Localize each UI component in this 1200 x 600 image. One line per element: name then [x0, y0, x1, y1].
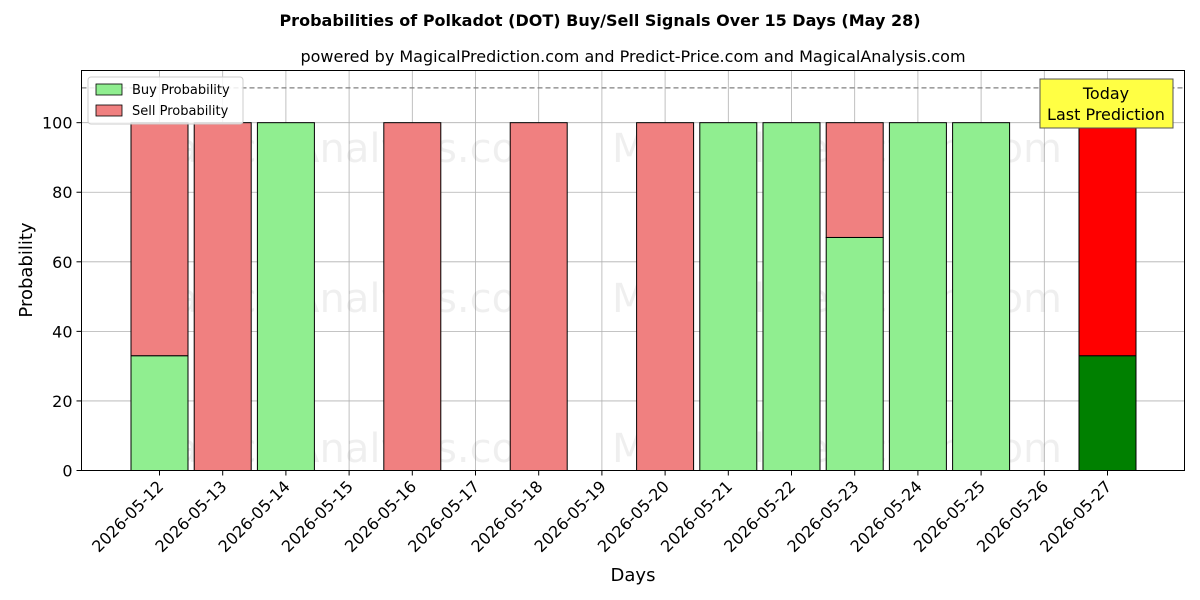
bar-buy	[1078, 355, 1137, 471]
legend-sell-label: Sell Probability	[132, 104, 229, 119]
bar-sell	[509, 122, 568, 471]
y-tick-label: 40	[52, 322, 72, 341]
bar-sell	[193, 122, 252, 471]
plot-frame	[81, 70, 1185, 471]
today-annotation-line1: Today	[1082, 84, 1129, 103]
y-tick-label: 20	[52, 392, 72, 411]
y-ticks: 0 20 40 60 80 100	[42, 114, 82, 481]
bar-buy	[888, 122, 947, 471]
today-annotation-line2: Last Prediction	[1047, 105, 1165, 124]
bar-buy	[699, 122, 758, 471]
x-axis-label: Days	[611, 565, 656, 586]
legend-box	[87, 76, 244, 125]
y-tick-label: 100	[42, 114, 73, 133]
legend-buy-label: Buy Probability	[132, 83, 230, 98]
chart-subtitle: powered by MagicalPrediction.com and Pre…	[300, 47, 965, 66]
bar-sell	[1078, 122, 1137, 357]
legend-buy-swatch	[95, 83, 123, 96]
bar-sell	[130, 122, 189, 357]
bar-sell	[825, 122, 884, 238]
bar-buy	[952, 122, 1011, 471]
y-axis-label: Probability	[16, 222, 37, 317]
bar-buy	[762, 122, 821, 471]
bar-sell	[383, 122, 442, 471]
bars-layer	[130, 122, 1137, 471]
y-tick-label: 0	[62, 462, 72, 481]
bar-sell	[636, 122, 695, 471]
y-tick-label: 60	[52, 253, 72, 272]
y-tick-label: 80	[52, 183, 72, 202]
x-ticks: 2026-05-122026-05-132026-05-142026-05-15…	[88, 470, 1115, 556]
today-annotation: Today Last Prediction	[1039, 78, 1174, 129]
bar-buy	[825, 236, 884, 471]
bar-buy	[130, 355, 189, 471]
legend: Buy Probability Sell Probability	[87, 76, 244, 125]
chart-title: Probabilities of Polkadot (DOT) Buy/Sell…	[279, 11, 920, 30]
today-annotation-box	[1039, 78, 1174, 129]
bar-buy	[256, 122, 315, 471]
legend-sell-swatch	[95, 104, 123, 117]
